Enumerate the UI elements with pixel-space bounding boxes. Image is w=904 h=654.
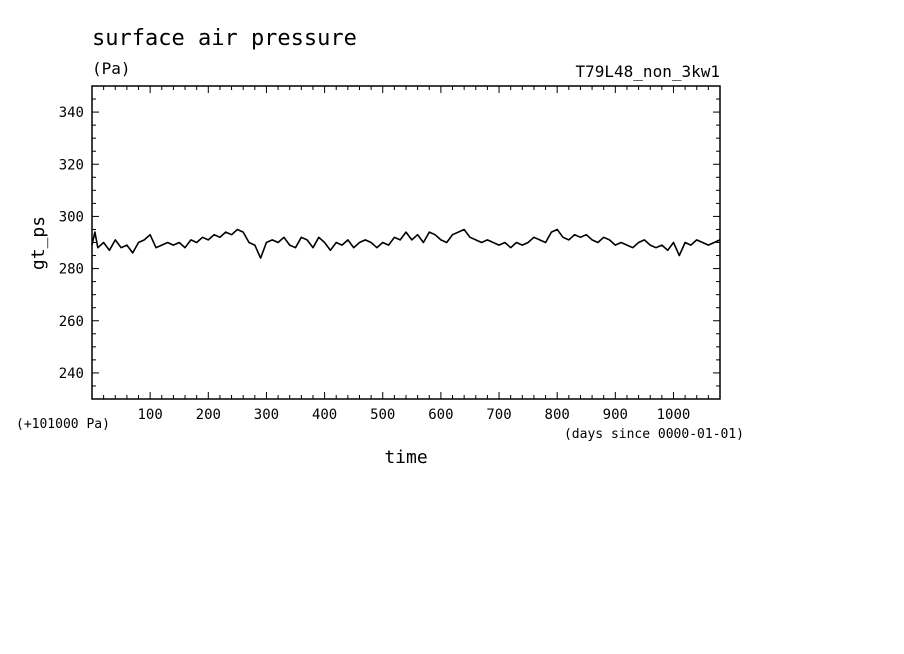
chart-title: surface air pressure (92, 26, 357, 51)
x-axis-label: time (384, 447, 427, 468)
x-tick-label: 900 (603, 407, 628, 423)
x-tick-label: 100 (137, 407, 162, 423)
y-axis-label: gt_ps (28, 216, 49, 270)
x-tick-label: 500 (370, 407, 395, 423)
y-tick-label: 260 (59, 314, 84, 330)
y-tick-label: 300 (59, 209, 84, 225)
run-label: T79L48_non_3kw1 (576, 62, 721, 81)
x-units-note: (days since 0000-01-01) (564, 427, 744, 442)
x-tick-label: 1000 (657, 407, 691, 423)
x-tick-label: 400 (312, 407, 337, 423)
x-tick-label: 300 (254, 407, 279, 423)
y-tick-label: 280 (59, 262, 84, 278)
y-offset-note: (+101000 Pa) (16, 417, 110, 432)
x-tick-label: 600 (428, 407, 453, 423)
y-tick-label: 240 (59, 366, 84, 382)
series-line-gt-ps (91, 228, 721, 259)
x-tick-label: 200 (196, 407, 221, 423)
y-axis: 240 260 280 300 320 340 (59, 98, 720, 387)
y-tick-label: 320 (59, 157, 84, 173)
x-axis: 100 200 300 400 500 600 700 800 900 1000 (103, 86, 709, 423)
plot-frame (91, 85, 721, 400)
x-tick-label: 700 (486, 407, 511, 423)
x-tick-label: 800 (545, 407, 570, 423)
y-tick-label: 340 (59, 105, 84, 121)
units-label: (Pa) (92, 59, 131, 78)
